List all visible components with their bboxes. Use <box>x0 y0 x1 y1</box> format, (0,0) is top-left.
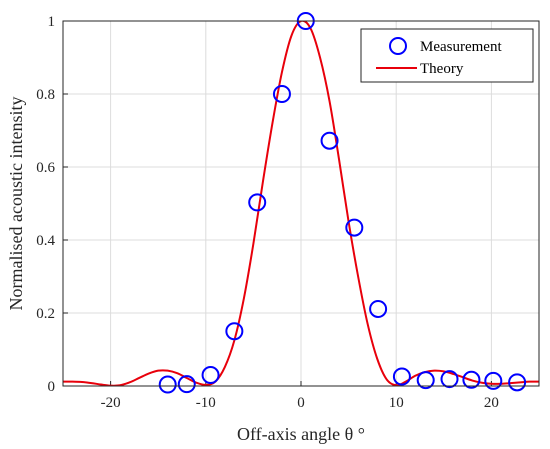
legend: Measurement Theory <box>360 28 534 83</box>
y-tick-label: 1 <box>48 14 56 30</box>
measurement-point <box>248 193 267 212</box>
y-tick-label: 0.8 <box>36 87 55 103</box>
legend-measurement-marker <box>389 37 407 55</box>
measurement-point <box>345 218 364 237</box>
x-tick-label: -20 <box>101 395 121 411</box>
x-tick-labels: -20 -10 0 10 20 <box>101 395 499 411</box>
x-tick-label: -10 <box>196 395 216 411</box>
measurement-point <box>484 371 503 390</box>
y-tick-label: 0.2 <box>36 306 55 322</box>
theory-series <box>63 21 539 386</box>
legend-measurement-label: Measurement <box>420 39 502 55</box>
y-tick-labels: 0 0.2 0.4 0.6 0.8 1 <box>36 14 55 395</box>
x-axis-label: Off-axis angle θ ° <box>237 424 365 444</box>
measurement-point <box>440 370 459 389</box>
measurement-point <box>392 367 411 386</box>
measurement-point <box>225 322 244 341</box>
measurement-point <box>462 370 481 389</box>
y-tick-label: 0.6 <box>36 160 55 176</box>
measurement-point <box>177 375 196 394</box>
measurement-point <box>320 131 339 150</box>
theory-line <box>63 21 539 386</box>
measurement-point <box>272 85 291 103</box>
measurement-point <box>201 366 220 385</box>
y-axis-label: Normalised acoustic intensity <box>6 97 26 311</box>
y-tick-label: 0.4 <box>36 233 55 249</box>
measurement-point <box>508 373 527 392</box>
measurement-point <box>369 299 388 318</box>
measurement-series <box>158 12 527 394</box>
measurement-point <box>158 375 177 394</box>
plot-frame <box>62 20 540 387</box>
x-tick-label: 20 <box>484 395 499 411</box>
x-tick-label: 0 <box>297 395 305 411</box>
y-tick-label: 0 <box>48 379 56 395</box>
measurement-point <box>416 371 435 390</box>
legend-theory-label: Theory <box>420 61 464 77</box>
legend-box <box>360 28 534 83</box>
x-tick-label: 10 <box>389 395 404 411</box>
